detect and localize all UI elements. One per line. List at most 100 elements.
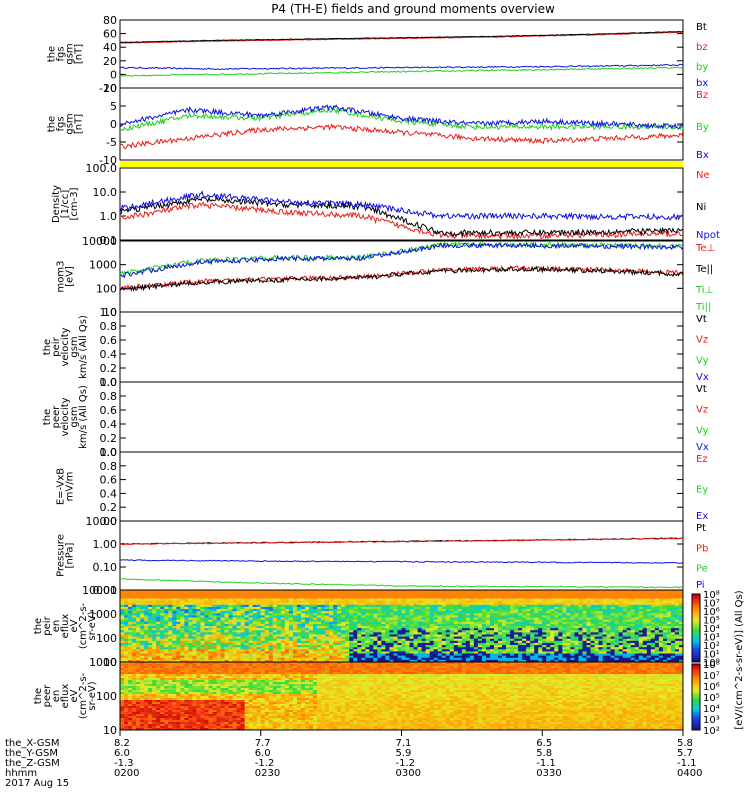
spectrogram-cell	[288, 598, 294, 601]
spectrogram-cell	[353, 626, 358, 629]
spectrogram-cell	[666, 621, 672, 625]
spectrogram-cell	[220, 615, 225, 618]
spectrogram-cell	[654, 636, 660, 640]
spectrogram-cell	[148, 617, 153, 620]
spectrogram-cell	[288, 649, 294, 652]
spectrogram-cell	[586, 611, 591, 614]
spectrogram-cell	[280, 634, 286, 637]
spectrogram-cell	[566, 615, 571, 618]
spectrogram-cell	[409, 645, 414, 648]
spectrogram-cell	[449, 638, 455, 642]
spectrogram-cell	[586, 602, 591, 606]
spectrogram-cell	[493, 647, 499, 650]
spectrogram-cell	[602, 598, 607, 601]
spectrogram-cell	[518, 619, 523, 623]
spectrogram-cell	[570, 621, 575, 625]
spectrogram-cell	[144, 606, 149, 610]
spectrogram-cell	[582, 592, 587, 595]
spectrogram-cell	[469, 598, 475, 601]
spectrogram-cell	[614, 606, 619, 610]
spectrogram-cell	[280, 630, 286, 633]
spectrogram-cell	[140, 619, 145, 623]
spectrogram-cell	[296, 615, 302, 618]
spectrogram-cell	[144, 632, 149, 635]
spectrogram-cell	[361, 596, 366, 599]
spectrogram-cell	[614, 632, 619, 635]
spectrogram-cell	[586, 600, 591, 604]
spectrogram-cell	[252, 619, 258, 623]
spectrogram-cell	[598, 659, 603, 663]
spectrogram-cell	[498, 651, 503, 654]
spectrogram-cell	[204, 642, 209, 646]
spectrogram-cell	[313, 636, 318, 640]
spectrogram-cell	[156, 659, 161, 663]
spectrogram-cell	[485, 617, 491, 620]
spectrogram-cell	[654, 617, 660, 620]
spectrogram-cell	[224, 630, 229, 633]
spectrogram-cell	[200, 621, 205, 625]
spectrogram-cell	[325, 632, 330, 635]
spectrogram-cell	[204, 653, 209, 656]
spectrogram-cell	[304, 634, 310, 637]
legend-entry: bx	[696, 78, 708, 89]
spectrogram-cell	[469, 642, 475, 646]
spectrogram-cell	[224, 632, 229, 635]
spectrogram-cell	[184, 642, 189, 646]
spectrogram-cell	[224, 604, 229, 608]
spectrogram-cell	[558, 609, 563, 612]
spectrogram-cell	[304, 604, 310, 608]
spectrogram-cell	[485, 602, 491, 606]
spectrogram-cell	[128, 611, 133, 614]
spectrogram-cell	[654, 626, 660, 629]
spectrogram-cell	[128, 653, 133, 656]
spectrogram-cell	[252, 628, 258, 631]
spectrogram-cell	[506, 611, 511, 614]
spectrogram-cell	[594, 609, 599, 612]
spectrogram-cell	[168, 645, 173, 648]
spectrogram-cell	[192, 642, 197, 646]
spectrogram-cell	[658, 621, 664, 625]
spectrogram-cell	[554, 659, 559, 663]
spectrogram-cell	[498, 634, 503, 637]
spectrogram-cell	[140, 628, 145, 631]
spectrogram-cell	[638, 617, 644, 620]
spectrogram-cell	[353, 623, 358, 627]
spectrogram-cell	[622, 609, 627, 612]
spectrogram-cell	[498, 613, 503, 616]
spectrogram-cell	[309, 590, 314, 593]
spectrogram-cell	[542, 598, 547, 601]
spectrogram-cell	[670, 647, 676, 650]
spectrogram-cell	[160, 655, 165, 659]
spectrogram-cell	[614, 630, 619, 633]
spectrogram-cell	[578, 594, 583, 597]
spectrogram-cell	[421, 642, 426, 646]
spectrogram-cell	[489, 630, 495, 633]
spectrogram-cell	[502, 657, 507, 661]
spectrogram-cell	[397, 638, 402, 642]
spectrogram-cell	[506, 600, 511, 604]
spectrogram-cell	[449, 596, 455, 599]
spectrogram-cell	[457, 615, 463, 618]
spectrogram-cell	[542, 623, 547, 627]
spectrogram-cell	[598, 590, 603, 593]
spectrogram-cell	[128, 604, 133, 608]
spectrogram-cell	[317, 636, 322, 640]
spectrogram-cell	[526, 642, 531, 646]
spectrogram-cell	[405, 623, 410, 627]
spectrogram-cell	[393, 626, 398, 629]
spectrogram-cell	[329, 590, 334, 593]
spectrogram-cell	[433, 657, 438, 661]
spectrogram-cell	[212, 598, 217, 601]
spectrogram-cell	[489, 655, 495, 659]
spectrogram-cell	[204, 657, 209, 661]
spectrogram-cell	[228, 611, 233, 614]
spectrogram-cell	[453, 628, 459, 631]
spectrogram-cell	[248, 621, 254, 625]
spectrogram-cell	[634, 630, 640, 633]
spectrogram-cell	[465, 590, 471, 593]
spectrogram-cell	[586, 604, 591, 608]
spectrogram-cell	[614, 592, 619, 595]
spectrogram-cell	[425, 636, 430, 640]
spectrogram-cell	[498, 659, 503, 663]
spectrogram-cell	[260, 655, 266, 659]
